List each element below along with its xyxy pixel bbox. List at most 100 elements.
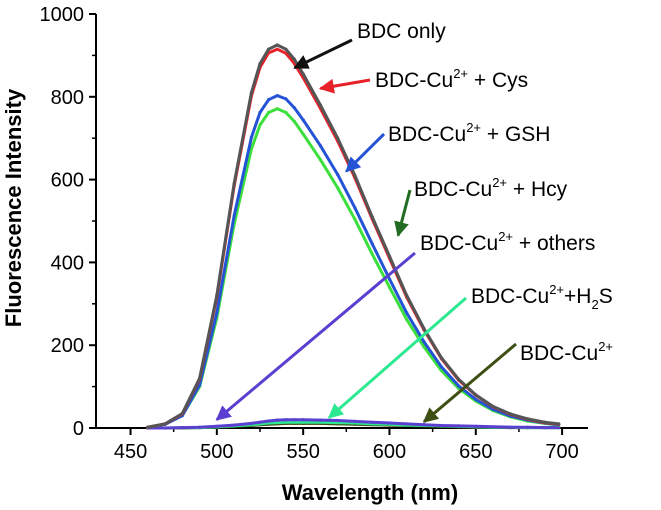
data-point: [405, 293, 409, 298]
x-tick-label: 600: [373, 441, 406, 463]
x-tick-label: 650: [459, 441, 492, 463]
data-point: [292, 120, 297, 124]
data-point: [318, 418, 322, 422]
x-axis-title: Wavelength (nm): [282, 480, 458, 505]
data-point: [275, 107, 279, 111]
data-point: [301, 132, 305, 136]
data-point: [292, 106, 297, 110]
data-point: [543, 426, 547, 430]
annotation-hcy: BDC-Cu2+ + Hcy: [414, 175, 568, 201]
data-point: [353, 206, 357, 210]
data-point: [456, 384, 461, 388]
data-point: [301, 72, 305, 76]
data-point: [387, 254, 392, 258]
x-tick-label: 550: [286, 441, 319, 463]
data-point: [275, 418, 279, 422]
series-3: [146, 107, 561, 429]
data-point: [422, 327, 426, 331]
annotations: BDC only BDC-Cu2+ + Cys BDC-Cu2+ + GSH B…: [357, 20, 613, 365]
data-point: [336, 136, 340, 140]
data-point: [318, 144, 322, 148]
data-point: [275, 43, 279, 47]
data-point: [249, 147, 253, 151]
data-point: [284, 418, 288, 422]
annotation-others: BDC-Cu2+ + others: [420, 229, 595, 255]
data-point: [353, 419, 357, 423]
data-point: [422, 423, 426, 427]
y-tick-label: 400: [51, 252, 84, 274]
data-point: [267, 110, 271, 115]
data-point: [292, 420, 297, 424]
y-axis-title: Fluorescence Intensity: [1, 88, 26, 327]
data-point: [198, 376, 202, 380]
annotation-cu-only: BDC-Cu2+: [520, 339, 613, 365]
data-point: [258, 110, 262, 115]
data-point: [387, 421, 392, 425]
data-point: [318, 103, 322, 107]
y-tick-label: 800: [51, 87, 84, 109]
data-point: [405, 311, 409, 315]
data-point: [198, 383, 202, 387]
axes: 450 500 550 600 650 700 0 200 400 600 800 1000: [40, 4, 588, 463]
data-point: [387, 277, 392, 281]
data-point: [284, 47, 288, 51]
annotation-cys: BDC-Cu2+ + Cys: [375, 66, 528, 92]
data-point: [284, 420, 288, 424]
data-point: [557, 422, 561, 426]
data-point: [267, 98, 271, 102]
series-line: [147, 94, 559, 429]
x-tick-label: 700: [545, 441, 578, 463]
series-line: [147, 43, 559, 429]
data-point: [508, 412, 512, 416]
data-point: [422, 340, 426, 344]
data-point: [258, 420, 262, 424]
x-tick-label: 450: [114, 441, 147, 463]
data-point: [456, 424, 461, 428]
data-point: [439, 356, 443, 360]
data-point: [301, 420, 305, 424]
data-point: [275, 94, 279, 98]
series-layer: [146, 43, 561, 430]
annotation-arrows: [215, 38, 517, 423]
data-point: [336, 173, 340, 177]
data-point: [491, 404, 495, 409]
data-point: [526, 417, 530, 421]
data-point: [370, 252, 374, 256]
data-point: [543, 420, 547, 424]
annotation-arrow: [422, 342, 517, 423]
data-point: [284, 110, 288, 115]
series-line: [147, 418, 559, 430]
annotation-arrow: [394, 189, 412, 237]
data-point: [405, 422, 409, 426]
annotation-arrow: [327, 296, 467, 419]
data-point: [292, 57, 297, 62]
data-point: [215, 293, 219, 298]
data-point: [422, 345, 426, 349]
data-point: [439, 365, 443, 369]
data-point: [439, 423, 443, 428]
data-point: [267, 419, 271, 423]
data-point: [249, 421, 253, 425]
series-4: [146, 418, 561, 430]
data-point: [232, 214, 236, 218]
data-point: [180, 411, 184, 416]
data-point: [232, 423, 236, 427]
annotation-arrow: [318, 78, 371, 94]
data-point: [474, 424, 478, 428]
y-tick-label: 1000: [40, 4, 85, 26]
data-point: [249, 91, 253, 95]
series-line: [147, 107, 559, 429]
x-tick-label: 500: [200, 441, 233, 463]
data-point: [163, 426, 167, 430]
data-point: [336, 186, 340, 190]
data-point: [456, 377, 461, 381]
y-tick-label: 200: [51, 335, 84, 357]
data-point: [258, 62, 262, 66]
data-point: [215, 424, 219, 428]
data-point: [275, 421, 279, 425]
annotation-arrow: [345, 132, 386, 173]
data-point: [232, 182, 236, 186]
data-point: [405, 317, 409, 322]
annotation-arrow: [215, 251, 416, 421]
